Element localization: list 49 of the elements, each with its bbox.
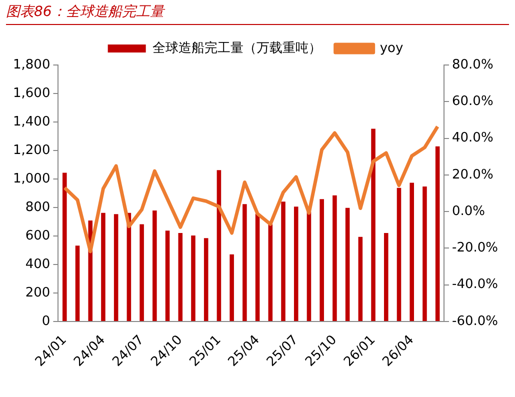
bar: [268, 224, 273, 321]
bar: [216, 170, 222, 321]
chart-title: 图表86：全球造船完工量: [6, 3, 509, 25]
bar: [410, 182, 414, 321]
y2-tick-label: -40.0%: [452, 277, 498, 292]
bar: [371, 128, 376, 321]
y2-tick-label: -20.0%: [452, 240, 498, 256]
bar: [178, 232, 183, 321]
y-tick-label: 1,800: [13, 57, 50, 72]
bar: [396, 188, 402, 321]
y2-tick-label: 80.0%: [452, 57, 494, 72]
y2-tick-label: 60.0%: [452, 94, 494, 110]
bar: [114, 214, 118, 321]
y-tick-label: 400: [25, 256, 50, 272]
bar: [230, 254, 234, 321]
y-tick-label: 200: [25, 285, 50, 300]
legend-label: 全球造船完工量（万载重吨）: [152, 40, 322, 56]
bar: [358, 236, 363, 321]
bar: [152, 210, 157, 321]
y-tick-label: 0: [42, 314, 50, 329]
bar: [101, 212, 106, 321]
bar: [332, 195, 337, 321]
bar: [255, 214, 260, 321]
y2-tick-label: 0.0%: [452, 204, 486, 219]
bar: [75, 246, 80, 321]
y-tick-label: 1,000: [13, 171, 50, 186]
bar: [384, 232, 388, 321]
bar: [345, 208, 350, 321]
y-tick-label: 1,400: [13, 114, 50, 130]
bar: [281, 202, 286, 321]
y-tick-label: 800: [25, 200, 50, 215]
bar: [294, 206, 298, 321]
bar: [435, 146, 440, 321]
bar: [204, 238, 208, 321]
bar: [62, 172, 67, 321]
y-tick-label: 1,600: [13, 86, 50, 101]
y2-tick-label: 20.0%: [452, 167, 494, 182]
y-tick-label: 600: [25, 228, 50, 244]
bar: [242, 204, 247, 321]
bar: [422, 186, 427, 321]
legend-label: yoy: [380, 40, 404, 56]
y2-tick-label: 40.0%: [452, 130, 494, 146]
bar: [320, 199, 324, 321]
bar: [191, 236, 196, 321]
bar: [306, 212, 312, 321]
bar: [165, 230, 170, 321]
y-tick-label: 1,200: [13, 142, 50, 158]
bar: [140, 224, 144, 321]
y2-tick-label: -60.0%: [452, 314, 498, 329]
